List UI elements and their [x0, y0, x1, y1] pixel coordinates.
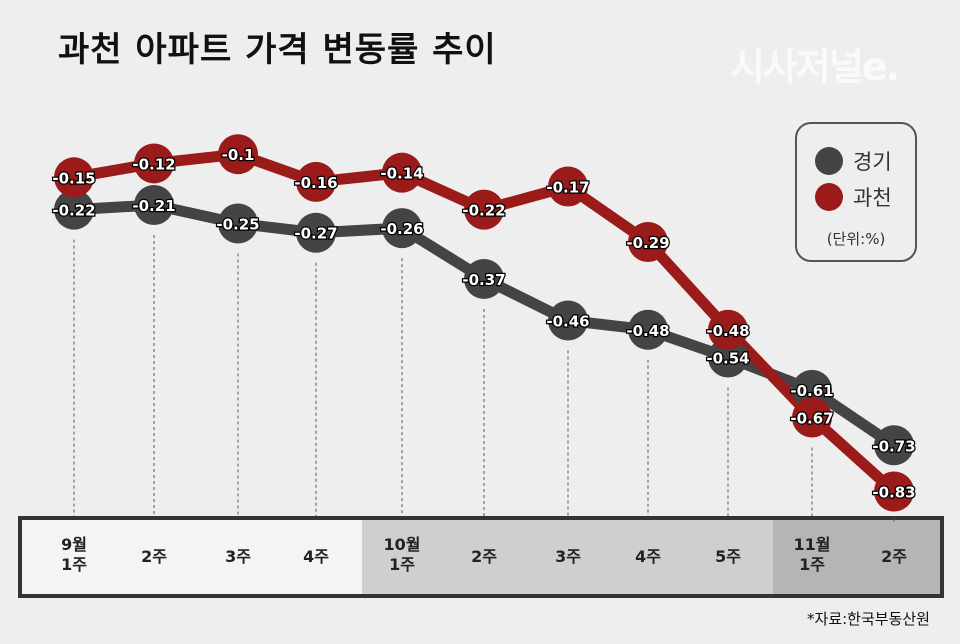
x-tick-label: 3주 [225, 547, 251, 566]
data-label: -0.83 [872, 483, 915, 501]
data-label: -0.1 [222, 146, 255, 164]
data-point [54, 189, 94, 230]
axis-box [18, 516, 944, 598]
data-label: -0.22 [52, 202, 95, 220]
source-note: *자료:한국부동산원 [807, 610, 930, 628]
data-point [54, 157, 94, 198]
data-point [792, 397, 832, 438]
data-label: -0.21 [132, 197, 175, 215]
legend-item-gwacheon: 과천 [815, 182, 892, 212]
data-label: -0.46 [546, 313, 589, 331]
data-label: -0.29 [626, 234, 669, 252]
data-point [708, 337, 748, 378]
data-point [218, 134, 258, 175]
data-point [382, 208, 422, 249]
chart-title: 과천 아파트 가격 변동률 추이 [58, 30, 497, 70]
axis-band-nov [773, 518, 942, 596]
x-tick-label: 2주 [881, 547, 907, 566]
data-point [464, 258, 504, 299]
data-label: -0.48 [626, 322, 669, 340]
x-tick-label: 2주 [471, 547, 497, 566]
data-point [708, 309, 748, 350]
data-label: -0.27 [294, 225, 337, 243]
data-point [874, 471, 914, 512]
legend-marker [815, 183, 843, 211]
legend-label: 경기 [853, 150, 892, 174]
data-label: -0.25 [216, 216, 259, 234]
axis-band-oct [362, 518, 773, 596]
data-point [874, 425, 914, 466]
data-label: -0.15 [52, 169, 95, 187]
data-point [628, 309, 668, 350]
legend-label: 과천 [853, 186, 892, 210]
legend-marker [815, 147, 843, 175]
data-label: -0.14 [380, 165, 423, 183]
x-tick-label: 4주 [635, 547, 661, 566]
data-point [382, 152, 422, 193]
series-line-0 [73, 199, 898, 450]
data-point [296, 212, 336, 253]
data-label: -0.37 [462, 271, 505, 289]
data-point [628, 221, 668, 262]
data-label: -0.22 [462, 202, 505, 220]
data-point [134, 185, 174, 226]
data-label: -0.12 [132, 155, 175, 173]
data-point [464, 189, 504, 230]
data-point [548, 166, 588, 207]
x-tick-label: 9월 1주 [61, 535, 87, 574]
x-tick-label: 2주 [141, 547, 167, 566]
logo: 시사저널e. [730, 45, 900, 89]
data-point [134, 143, 174, 184]
legend-item-gyeonggi: 경기 [815, 146, 892, 176]
x-tick-label: 4주 [303, 547, 329, 566]
data-label: -0.73 [872, 437, 915, 455]
data-label: -0.16 [294, 174, 337, 192]
data-point [218, 203, 258, 244]
x-tick-label: 3주 [555, 547, 581, 566]
data-label: -0.54 [706, 349, 749, 367]
x-tick-label: 11월 1주 [794, 535, 831, 574]
data-point [296, 161, 336, 202]
data-label: -0.17 [546, 179, 589, 197]
data-label: -0.48 [706, 322, 749, 340]
data-label: -0.26 [380, 220, 423, 238]
data-point [792, 369, 832, 410]
data-label: -0.61 [790, 382, 833, 400]
x-tick-label: 10월 1주 [384, 535, 421, 574]
data-point [548, 300, 588, 341]
legend: 경기 과천 (단위:%) [795, 122, 917, 262]
x-tick-label: 5주 [715, 547, 741, 566]
data-label: -0.67 [790, 410, 833, 428]
unit-label: (단위:%) [826, 230, 886, 248]
